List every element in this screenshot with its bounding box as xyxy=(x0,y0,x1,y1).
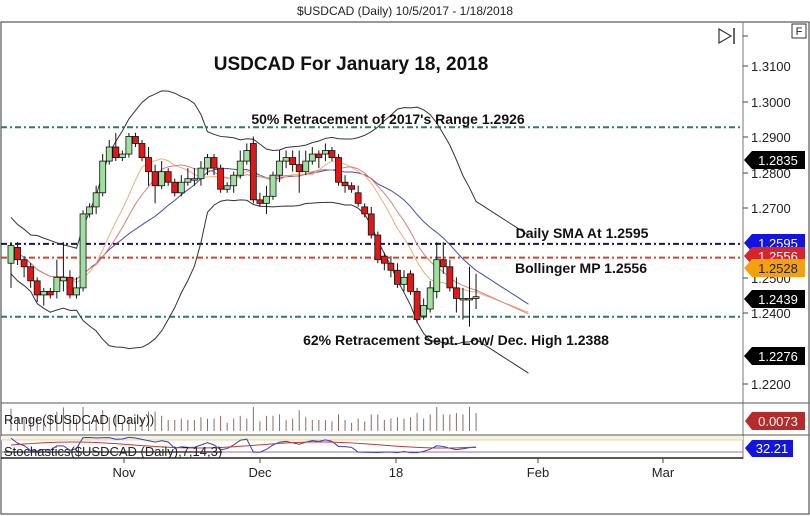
svg-text:1.2200: 1.2200 xyxy=(751,377,791,392)
annotation-bollinger: Bollinger MP 1.2556 xyxy=(515,260,647,276)
y-axis-ticks: 1.31001.30001.29001.28001.27001.25001.24… xyxy=(743,35,791,392)
svg-text:Feb: Feb xyxy=(527,465,549,480)
annotation-sma: Daily SMA At 1.2595 xyxy=(516,225,649,241)
chart-title: USDCAD For January 18, 2018 xyxy=(214,54,489,75)
stoch-overbought-band xyxy=(1,436,743,440)
svg-text:1.3000: 1.3000 xyxy=(751,95,791,110)
bollinger-bands xyxy=(10,90,529,374)
annotation-fib62: 62% Retracement Sept. Low/ Dec. High 1.2… xyxy=(303,332,609,348)
range-indicator-label: Range($USDCAD (Daily)) xyxy=(4,412,154,427)
svg-text:1.2835: 1.2835 xyxy=(758,153,798,168)
svg-text:18: 18 xyxy=(389,465,403,480)
svg-text:1.2276: 1.2276 xyxy=(758,349,798,364)
chart-frame xyxy=(0,21,810,515)
f-button[interactable]: F xyxy=(791,23,807,39)
range-indicator-bars xyxy=(10,407,477,431)
svg-text:1.2900: 1.2900 xyxy=(751,130,791,145)
candlesticks xyxy=(7,132,480,327)
svg-text:1.2528: 1.2528 xyxy=(758,261,798,276)
svg-text:1.2700: 1.2700 xyxy=(751,201,791,216)
svg-text:1.2400: 1.2400 xyxy=(751,306,791,321)
annotation-fib50: 50% Retracement of 2017's Range 1.2926 xyxy=(251,111,525,127)
svg-text:Dec: Dec xyxy=(248,465,272,480)
stochastics-lines xyxy=(10,436,477,454)
skip-to-end-icon[interactable] xyxy=(718,27,735,45)
svg-text:F: F xyxy=(796,26,803,38)
x-axis-ticks: Nov Dec 18 Feb Mar xyxy=(112,458,675,480)
svg-text:32.21: 32.21 xyxy=(756,441,789,456)
svg-text:1.3100: 1.3100 xyxy=(751,59,791,74)
stochastics-indicator-label: Stochastics($USDCAD (Daily),7,14,3) xyxy=(4,444,222,459)
svg-text:1.2800: 1.2800 xyxy=(751,166,791,181)
stoch-value-tag: 32.21 xyxy=(745,440,793,457)
svg-text:1.2439: 1.2439 xyxy=(758,292,798,307)
horizontal-levels xyxy=(1,126,743,318)
chart-header-title: $USDCAD (Daily) 10/5/2017 - 1/18/2018 xyxy=(296,4,514,18)
svg-text:0.0073: 0.0073 xyxy=(758,414,798,429)
svg-text:Nov: Nov xyxy=(112,465,136,480)
range-value-tag: 0.0073 xyxy=(745,412,805,430)
svg-text:Mar: Mar xyxy=(652,465,675,480)
